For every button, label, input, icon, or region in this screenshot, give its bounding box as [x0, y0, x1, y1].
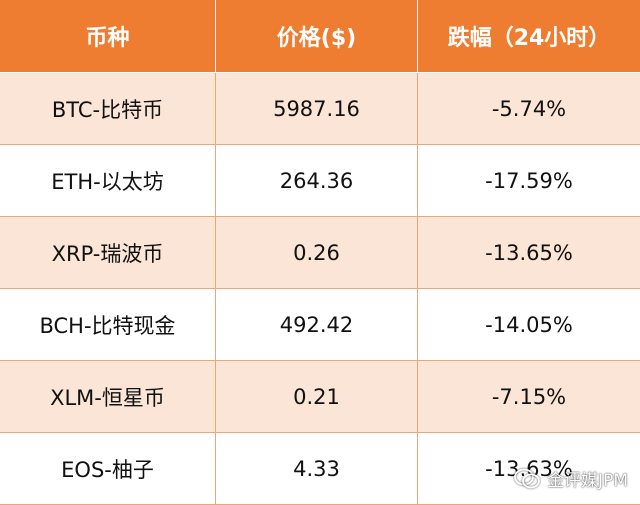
watermark-text: 金评媒JPM [547, 471, 628, 491]
header-coin: 币种 [0, 0, 216, 73]
header-change: 跌幅（24小时） [418, 0, 640, 73]
watermark: 金评媒JPM [513, 466, 628, 491]
coin-price: 5987.16 [216, 73, 418, 145]
coin-price: 4.33 [216, 433, 418, 505]
coin-name: XRP-瑞波币 [0, 217, 216, 289]
coin-name: XLM-恒星币 [0, 361, 216, 433]
coin-change: -13.63% [418, 433, 640, 505]
coin-change: -17.59% [418, 145, 640, 217]
coin-change: -13.65% [418, 217, 640, 289]
coin-name: EOS-柚子 [0, 433, 216, 505]
coin-name: ETH-以太坊 [0, 145, 216, 217]
coin-price: 0.21 [216, 361, 418, 433]
header-price: 价格($) [216, 0, 418, 73]
coin-price: 0.26 [216, 217, 418, 289]
coin-change: -7.15% [418, 361, 640, 433]
wechat-icon [513, 467, 541, 491]
coin-name: BCH-比特现金 [0, 289, 216, 361]
coin-change: -14.05% [418, 289, 640, 361]
coin-price: 492.42 [216, 289, 418, 361]
coin-change: -5.74% [418, 73, 640, 145]
coin-name: BTC-比特币 [0, 73, 216, 145]
coin-price: 264.36 [216, 145, 418, 217]
